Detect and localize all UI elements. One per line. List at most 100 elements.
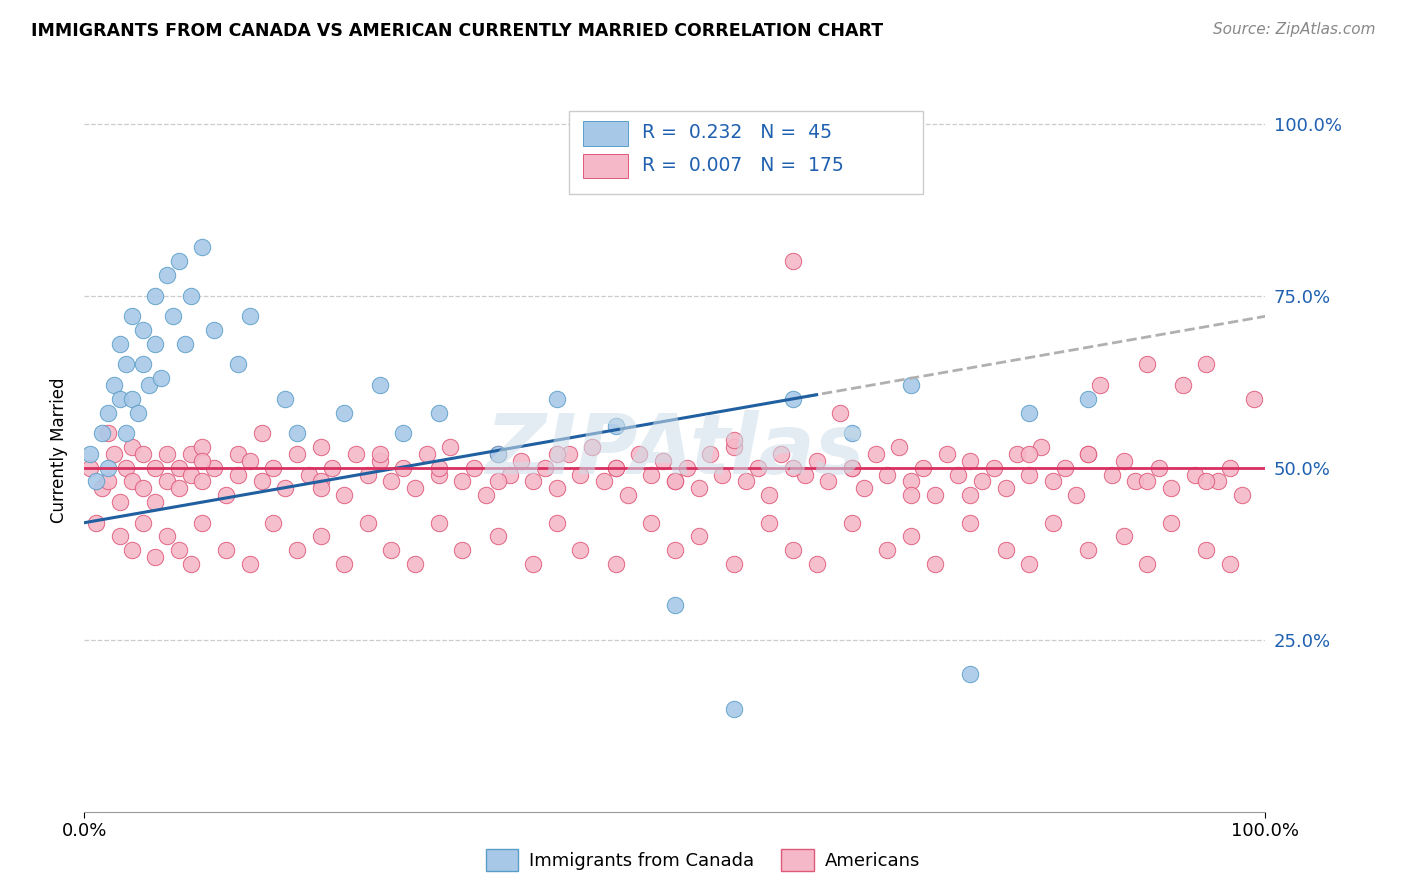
Point <box>948 467 970 482</box>
Point <box>1053 460 1076 475</box>
Point <box>723 433 745 447</box>
Point <box>1160 516 1182 530</box>
Point <box>758 516 780 530</box>
Point <box>262 516 284 530</box>
Point <box>723 701 745 715</box>
Point <box>239 454 262 468</box>
Point <box>143 550 166 565</box>
Point <box>546 447 568 461</box>
Point <box>79 447 101 461</box>
Point <box>1077 392 1099 406</box>
Point <box>138 378 160 392</box>
Point <box>344 447 367 461</box>
Point <box>889 440 911 454</box>
Point <box>1230 488 1253 502</box>
Point <box>451 543 474 558</box>
Point <box>274 392 297 406</box>
Point <box>734 475 756 489</box>
Point <box>640 467 662 482</box>
Point <box>262 460 284 475</box>
Point <box>782 460 804 475</box>
Point <box>191 240 214 254</box>
Point <box>285 543 308 558</box>
Text: R =  0.232   N =  45: R = 0.232 N = 45 <box>641 123 832 142</box>
Point <box>1195 358 1218 372</box>
Point <box>150 371 173 385</box>
Point <box>202 323 225 337</box>
Point <box>924 488 946 502</box>
Point <box>114 460 136 475</box>
Point <box>475 488 498 502</box>
Point <box>935 447 957 461</box>
Point <box>959 516 981 530</box>
Point <box>333 557 356 571</box>
Point <box>84 516 107 530</box>
Point <box>180 447 202 461</box>
Point <box>427 406 450 420</box>
Point <box>143 495 166 509</box>
Point <box>226 358 249 372</box>
Point <box>132 516 155 530</box>
Point <box>994 481 1017 495</box>
Point <box>688 529 710 543</box>
Point <box>1077 543 1099 558</box>
Point <box>108 392 131 406</box>
Point <box>616 488 638 502</box>
Point <box>167 481 190 495</box>
Point <box>121 475 143 489</box>
Point <box>605 419 627 434</box>
Point <box>1042 475 1064 489</box>
FancyBboxPatch shape <box>582 153 627 178</box>
Point <box>486 529 509 543</box>
Point <box>486 447 509 461</box>
Point <box>132 447 155 461</box>
Point <box>640 516 662 530</box>
Point <box>97 406 120 420</box>
Point <box>1112 454 1135 468</box>
Point <box>79 460 101 475</box>
Point <box>546 392 568 406</box>
Point <box>924 557 946 571</box>
Point <box>1184 467 1206 482</box>
Point <box>167 543 190 558</box>
Point <box>309 529 332 543</box>
Point <box>463 460 485 475</box>
Point <box>309 481 332 495</box>
Point <box>628 447 651 461</box>
Point <box>298 467 321 482</box>
Point <box>392 426 415 441</box>
Point <box>121 440 143 454</box>
Point <box>226 467 249 482</box>
Point <box>593 475 616 489</box>
Point <box>782 543 804 558</box>
Point <box>522 557 544 571</box>
Point <box>664 475 686 489</box>
Point <box>688 481 710 495</box>
Point <box>380 475 402 489</box>
Point <box>782 392 804 406</box>
FancyBboxPatch shape <box>582 121 627 145</box>
Point <box>156 475 179 489</box>
Point <box>180 557 202 571</box>
Point <box>132 323 155 337</box>
Text: IMMIGRANTS FROM CANADA VS AMERICAN CURRENTLY MARRIED CORRELATION CHART: IMMIGRANTS FROM CANADA VS AMERICAN CURRE… <box>31 22 883 40</box>
Point <box>1112 529 1135 543</box>
Point <box>1018 467 1040 482</box>
Point <box>1136 475 1159 489</box>
Point <box>1018 557 1040 571</box>
Point <box>911 460 934 475</box>
Point <box>143 460 166 475</box>
Point <box>534 460 557 475</box>
Point <box>486 475 509 489</box>
Point <box>1171 378 1194 392</box>
Point <box>959 488 981 502</box>
Point <box>180 467 202 482</box>
Point <box>380 543 402 558</box>
Point <box>900 378 922 392</box>
Point <box>569 467 592 482</box>
Point <box>108 336 131 351</box>
Point <box>97 426 120 441</box>
Y-axis label: Currently Married: Currently Married <box>49 377 67 524</box>
Point <box>108 495 131 509</box>
Point <box>1219 557 1241 571</box>
